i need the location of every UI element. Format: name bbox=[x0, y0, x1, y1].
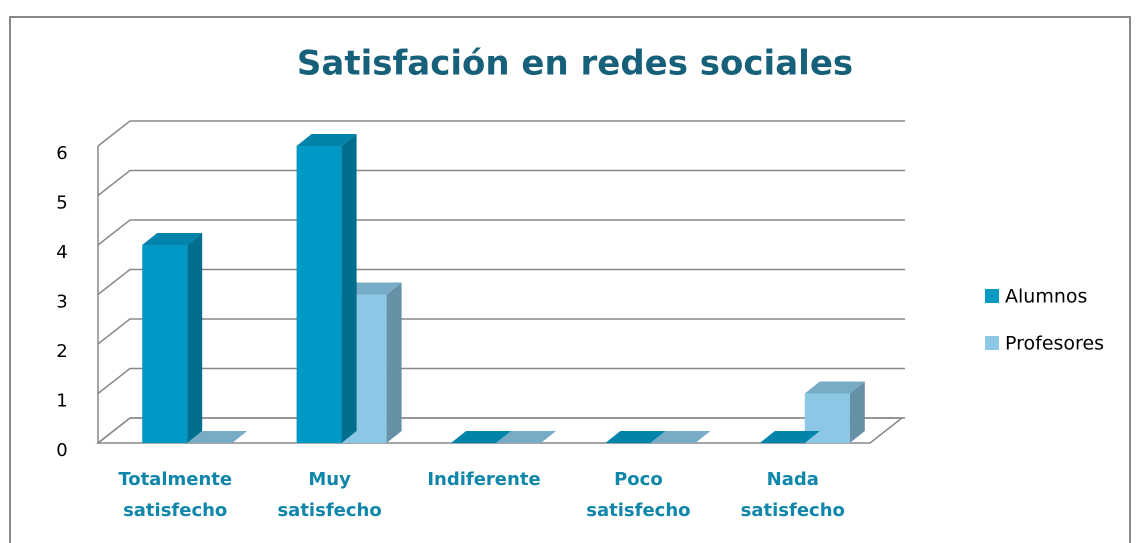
legend-swatch bbox=[985, 336, 999, 350]
x-tick-label-line: Poco bbox=[614, 469, 663, 490]
x-tick-label-line: satisfecho bbox=[123, 500, 227, 521]
bar-top bbox=[187, 431, 248, 443]
grid-line bbox=[97, 318, 905, 345]
x-tick-label-line: Totalmente bbox=[118, 469, 232, 490]
bar-front bbox=[142, 245, 188, 443]
grid-line bbox=[97, 367, 905, 395]
bar-top bbox=[605, 431, 666, 443]
x-tick-label-line: satisfecho bbox=[741, 500, 845, 521]
bar-top bbox=[759, 431, 820, 443]
grid-line bbox=[97, 120, 905, 147]
grid-line bbox=[97, 268, 905, 296]
grid-line bbox=[97, 219, 905, 246]
legend-label: Alumnos bbox=[1005, 286, 1087, 308]
x-tick-label-line: satisfecho bbox=[586, 500, 690, 521]
x-tick-label-line: Indiferente bbox=[427, 469, 540, 490]
bar-top bbox=[296, 134, 357, 146]
x-tick-label: Totalmente satisfecho bbox=[118, 469, 232, 521]
bar-front bbox=[296, 146, 342, 443]
y-tick-label: 0 bbox=[56, 440, 67, 461]
legend-label: Profesores bbox=[1005, 333, 1104, 355]
x-tick-label: Indiferente bbox=[427, 469, 540, 490]
bar-top bbox=[451, 431, 511, 443]
x-tick-label-line: Nada bbox=[767, 469, 819, 490]
y-tick-label: 2 bbox=[56, 341, 67, 362]
bar-top bbox=[142, 233, 203, 245]
y-tick-label: 1 bbox=[56, 391, 67, 412]
bar-side bbox=[187, 233, 203, 443]
bar-side bbox=[386, 282, 402, 443]
bar-top bbox=[496, 431, 556, 443]
y-tick-label: 4 bbox=[56, 242, 67, 263]
chart-title: Satisfación en redes sociales bbox=[297, 44, 853, 84]
bar-side bbox=[849, 381, 865, 443]
y-tick-label: 5 bbox=[56, 193, 67, 214]
x-tick-label-line: satisfecho bbox=[277, 500, 381, 521]
bar-top bbox=[650, 431, 711, 443]
legend-swatch bbox=[985, 289, 999, 303]
grid-line bbox=[97, 417, 905, 444]
x-tick-label: Nada satisfecho bbox=[741, 469, 845, 521]
x-tick-label-line: Muy bbox=[308, 469, 351, 490]
y-tick-label: 3 bbox=[56, 292, 67, 313]
bar-side bbox=[341, 134, 357, 443]
bar-top bbox=[804, 381, 865, 394]
x-tick-label: Poco satisfecho bbox=[586, 469, 690, 521]
x-tick-label: Muy satisfecho bbox=[277, 469, 381, 521]
y-tick-label: 6 bbox=[56, 143, 67, 164]
grid-line bbox=[97, 169, 905, 197]
